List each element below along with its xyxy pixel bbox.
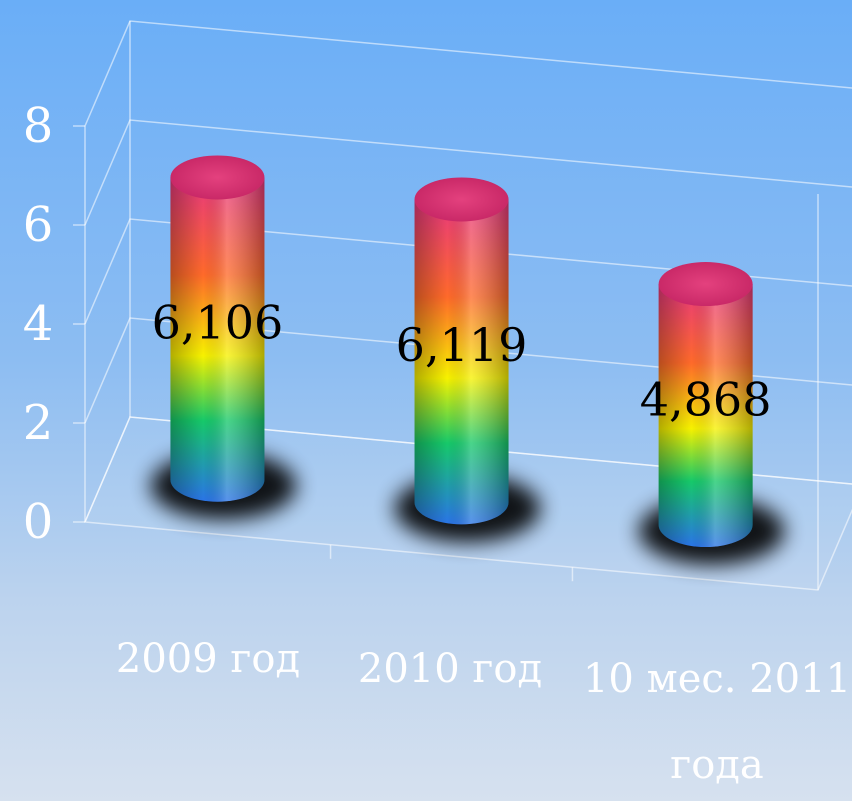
- bar: [638, 262, 785, 565]
- y-tick-label: 4: [23, 296, 54, 352]
- bar-cap: [414, 177, 509, 222]
- bar: [394, 177, 541, 543]
- y-tick-label: 2: [23, 395, 54, 451]
- y-tick-label: 0: [23, 494, 54, 550]
- y-tick-label: 8: [23, 98, 54, 154]
- bar-shading: [414, 199, 509, 525]
- chart-labels: 6,106 2009 год 6,119 2010 год 4,868 10 мес. 2…: [116, 296, 851, 788]
- data-label: 6,106: [152, 296, 284, 350]
- chart-bars: [150, 155, 785, 565]
- bar-shading: [658, 284, 753, 547]
- gridline: [84, 20, 852, 127]
- x-tick-label: 2009 год: [116, 636, 300, 682]
- data-label: 4,868: [640, 373, 772, 427]
- bar: [150, 155, 297, 520]
- x-tick-label: 2010 год: [358, 646, 542, 692]
- bar-cap: [658, 262, 753, 307]
- x-tick-label: 10 мес. 2011 года: [583, 656, 851, 788]
- bar-cap: [170, 155, 265, 200]
- y-tick-label: 6: [23, 197, 54, 253]
- data-label: 6,119: [396, 318, 528, 372]
- chart-axes: 0 2 4 6 8: [23, 98, 574, 582]
- bar-shading: [170, 177, 265, 502]
